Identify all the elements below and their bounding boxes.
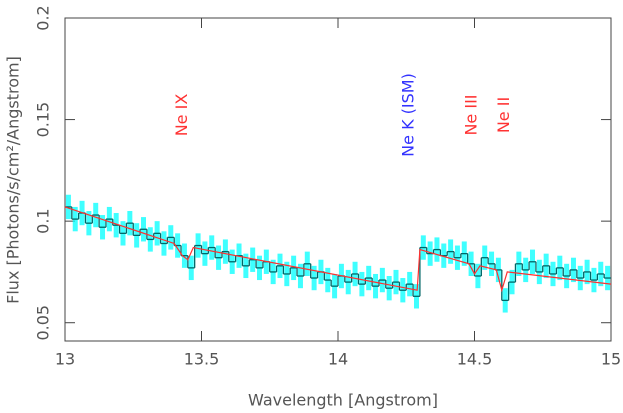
x-tick-label: 15: [601, 350, 621, 369]
x-tick-label: 13: [55, 350, 75, 369]
annotation: Ne III: [461, 94, 480, 135]
annotation: Ne II: [494, 97, 513, 133]
step-connector: [71, 206, 605, 301]
y-tick-label: 0.2: [34, 5, 53, 30]
y-axis-label: Flux [Photons/s/cm²/Angstrom]: [4, 56, 23, 304]
annotation: Ne K (ISM): [398, 73, 417, 157]
annotation: Ne IX: [172, 94, 191, 137]
model-line: [64, 206, 612, 293]
x-tick-label: 14: [328, 350, 348, 369]
x-axis-label: Wavelength [Angstrom]: [248, 391, 438, 410]
y-tick-label: 0.15: [34, 102, 53, 138]
y-tick-label: 0.1: [34, 208, 53, 233]
x-tick-label: 13.5: [184, 350, 220, 369]
x-tick-label: 14.5: [457, 350, 493, 369]
plot-frame: [64, 17, 612, 342]
y-tick-label: 0.05: [34, 305, 53, 341]
